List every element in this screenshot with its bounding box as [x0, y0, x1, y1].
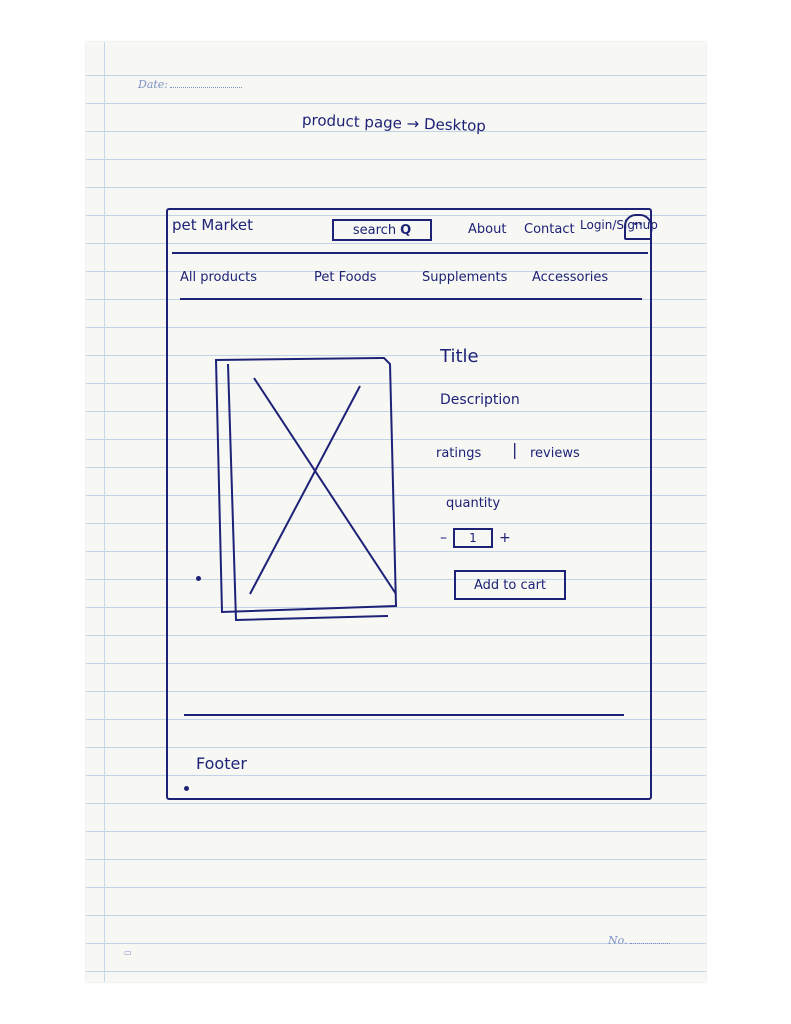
- ink-dot: [196, 576, 201, 581]
- footer-label: Footer: [196, 754, 247, 773]
- nav-login-signup[interactable]: Login/Signup: [580, 218, 658, 232]
- quantity-label: quantity: [446, 496, 501, 511]
- quantity-stepper: – 1 +: [440, 528, 511, 548]
- wireframe-browser-frame: [166, 208, 652, 800]
- quantity-input[interactable]: 1: [453, 528, 493, 548]
- category-all-products[interactable]: All products: [180, 270, 258, 285]
- brand-logo[interactable]: pet Market: [172, 216, 253, 234]
- user-avatar-icon[interactable]: ••: [624, 214, 652, 240]
- nav-contact[interactable]: Contact: [524, 222, 575, 237]
- category-supplements[interactable]: Supplements: [422, 270, 508, 285]
- quantity-decrement-button[interactable]: –: [440, 530, 447, 546]
- product-description: Description: [440, 392, 520, 408]
- add-to-cart-button[interactable]: Add to cart: [454, 570, 566, 600]
- notebook-brand-stamp: ▭: [124, 948, 132, 957]
- product-title: Title: [440, 346, 479, 367]
- image-placeholder-icon: [214, 356, 398, 622]
- header-divider: [172, 252, 648, 254]
- footer-divider: [184, 714, 624, 716]
- ink-dot: [184, 786, 189, 791]
- product-ratings: ratings: [436, 446, 482, 461]
- nav-about[interactable]: About: [468, 222, 507, 237]
- category-accessories[interactable]: Accessories: [532, 270, 609, 285]
- quantity-increment-button[interactable]: +: [499, 530, 511, 546]
- ratings-reviews-separator: |: [512, 440, 518, 459]
- category-pet-foods[interactable]: Pet Foods: [314, 270, 377, 285]
- search-icon[interactable]: Q: [400, 222, 412, 238]
- page-number-label: No.: [608, 934, 670, 947]
- category-divider: [180, 298, 642, 300]
- search-label: search: [352, 222, 397, 238]
- date-label: Date:: [138, 78, 242, 91]
- search-input[interactable]: search Q: [332, 219, 432, 241]
- product-reviews[interactable]: reviews: [530, 446, 580, 461]
- notebook-page: [86, 42, 706, 982]
